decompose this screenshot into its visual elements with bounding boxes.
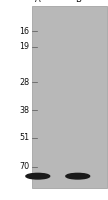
Text: kDa: kDa xyxy=(1,0,21,2)
Text: 28: 28 xyxy=(19,78,29,87)
Text: 19: 19 xyxy=(19,42,29,51)
Text: B: B xyxy=(75,0,81,4)
Text: A: A xyxy=(35,0,41,4)
Text: 38: 38 xyxy=(19,106,29,115)
Ellipse shape xyxy=(26,173,50,179)
Text: 70: 70 xyxy=(19,162,29,171)
Text: 51: 51 xyxy=(19,133,29,142)
Ellipse shape xyxy=(66,173,90,179)
Bar xyxy=(32,6,107,188)
Text: 16: 16 xyxy=(19,27,29,36)
